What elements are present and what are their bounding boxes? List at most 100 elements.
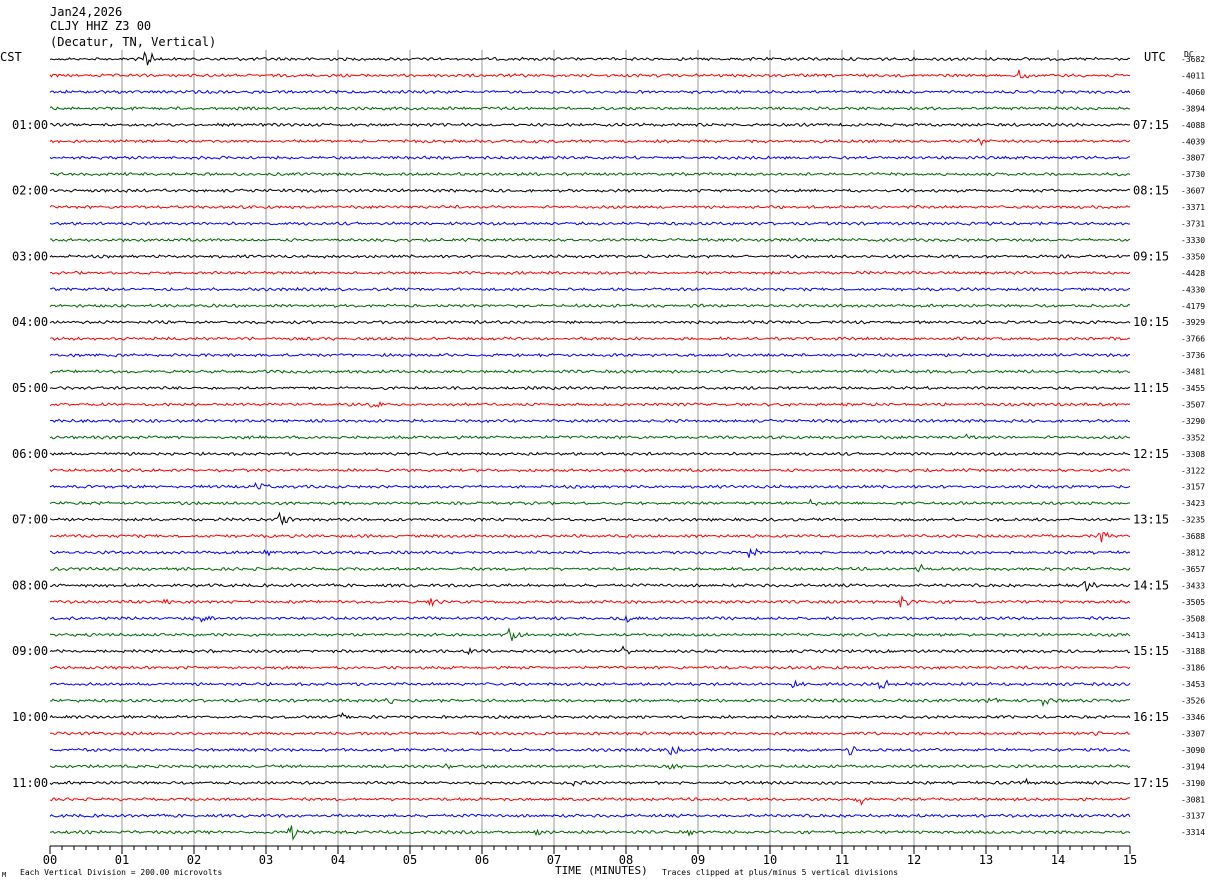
dc-offset-label: -3137 (1181, 812, 1205, 821)
dc-offset-label: -3413 (1181, 631, 1205, 640)
right-hour-labels: 07:15 08:15 09:15 10:15 11:15 12:15 13:15 14:15… (1133, 118, 1169, 790)
x-tick-label: 04 (331, 853, 345, 867)
grid-lines (121, 50, 1059, 846)
x-tick-label: 09 (691, 853, 705, 867)
x-tick-label: 06 (475, 853, 489, 867)
dc-offset-label: -3508 (1181, 614, 1205, 623)
right-hour-label: 15:15 (1133, 644, 1169, 658)
trace-line (49, 665, 1131, 671)
right-hour-label: 09:15 (1133, 249, 1169, 263)
x-tick-label: 02 (187, 853, 201, 867)
dc-offset-label: -4179 (1181, 302, 1205, 311)
left-hour-label: 11:00 (12, 776, 48, 790)
x-tick-label: 05 (403, 853, 417, 867)
left-hour-label: 09:00 (12, 644, 48, 658)
clip-note: Traces clipped at plus/minus 5 vertical … (662, 868, 898, 877)
trace-line (49, 511, 1131, 526)
trace-line (49, 498, 1131, 507)
dc-offset-label: -3090 (1181, 746, 1205, 755)
trace-line (49, 547, 1131, 558)
dc-offset-label: -3607 (1181, 187, 1205, 196)
right-hour-label: 16:15 (1133, 710, 1169, 724)
dc-offset-label: -4039 (1181, 137, 1205, 146)
trace-line (49, 188, 1131, 193)
dc-offset-label: -4428 (1181, 269, 1205, 278)
trace-line (49, 286, 1131, 292)
left-hour-labels: 01:00 02:00 03:00 04:00 05:00 06:00 07:00 08:00… (12, 118, 48, 790)
trace-line (49, 369, 1131, 374)
dc-offset-label: -3807 (1181, 154, 1205, 163)
dc-offset-label: -3330 (1181, 236, 1205, 245)
x-axis: 00 01 02 03 04 05 06 07 08 09 10 11 12 13 14 15 (43, 845, 1137, 867)
header-location: (Decatur, TN, Vertical) (50, 35, 216, 49)
trace-line (49, 467, 1131, 473)
dc-offset-label: -3688 (1181, 532, 1205, 541)
left-hour-label: 02:00 (12, 184, 48, 198)
dc-offset-label: -3507 (1181, 400, 1205, 409)
header-station: CLJY HHZ Z3 00 (50, 19, 151, 33)
left-hour-label: 07:00 (12, 513, 48, 527)
x-tick-label: 03 (259, 853, 273, 867)
x-tick-label: 14 (1051, 853, 1065, 867)
dc-offset-label: -3235 (1181, 516, 1205, 525)
dc-offset-label: -3352 (1181, 433, 1205, 442)
trace-line (49, 418, 1131, 424)
dc-offset-label: -3314 (1181, 828, 1205, 837)
left-hour-label: 06:00 (12, 447, 48, 461)
trace-line (49, 106, 1131, 111)
right-timezone: UTC (1144, 50, 1166, 64)
dc-offset-label: -3766 (1181, 335, 1205, 344)
trace-group (49, 51, 1131, 841)
trace-line (49, 171, 1131, 177)
dc-offset-label: -4011 (1181, 71, 1205, 80)
dc-offset-label: -3929 (1181, 318, 1205, 327)
trace-line (49, 336, 1131, 342)
right-hour-label: 13:15 (1133, 513, 1169, 527)
right-hour-label: 17:15 (1133, 776, 1169, 790)
trace-line (49, 777, 1131, 787)
trace-line (49, 138, 1131, 147)
dc-offset-label: -3307 (1181, 729, 1205, 738)
dc-offset-label: -3526 (1181, 697, 1205, 706)
left-hour-label: 03:00 (12, 249, 48, 263)
dc-offset-label: -3188 (1181, 647, 1205, 656)
dc-offset-label: -3194 (1181, 762, 1205, 771)
dc-offset-label: -3657 (1181, 565, 1205, 574)
scale-note: Each Vertical Division = 200.00 microvol… (20, 868, 222, 877)
trace-line (49, 813, 1131, 819)
dc-offset-label: -3371 (1181, 203, 1205, 212)
dc-offset-label: -3682 (1181, 55, 1205, 64)
trace-line (49, 679, 1131, 690)
trace-line (49, 221, 1131, 226)
dc-offset-label: -4060 (1181, 88, 1205, 97)
trace-line (49, 89, 1131, 95)
trace-line (49, 730, 1131, 737)
dc-offset-label: -3455 (1181, 384, 1205, 393)
trace-line (49, 385, 1131, 391)
trace-line (49, 237, 1131, 243)
dc-offset-label: -3346 (1181, 713, 1205, 722)
dc-offset-label: -3122 (1181, 466, 1205, 475)
trace-line (49, 319, 1131, 325)
trace-line (49, 580, 1131, 592)
trace-line (49, 400, 1131, 408)
trace-line (49, 763, 1131, 770)
trace-line (49, 614, 1131, 623)
dc-offset-label: -3186 (1181, 664, 1205, 673)
trace-line (49, 825, 1131, 841)
right-hour-label: 12:15 (1133, 447, 1169, 461)
trace-line (49, 433, 1131, 440)
x-tick-label: 08 (619, 853, 633, 867)
left-hour-label: 01:00 (12, 118, 48, 132)
x-tick-label: 11 (835, 853, 849, 867)
right-hour-label: 07:15 (1133, 118, 1169, 132)
left-timezone: CST (0, 50, 22, 64)
trace-line (49, 594, 1131, 608)
dc-offset-label: -3350 (1181, 252, 1205, 261)
trace-line (49, 451, 1131, 457)
right-hour-label: 11:15 (1133, 381, 1169, 395)
x-tick-label: 07 (547, 853, 561, 867)
dc-offset-label: -4330 (1181, 285, 1205, 294)
trace-line (49, 51, 1131, 66)
